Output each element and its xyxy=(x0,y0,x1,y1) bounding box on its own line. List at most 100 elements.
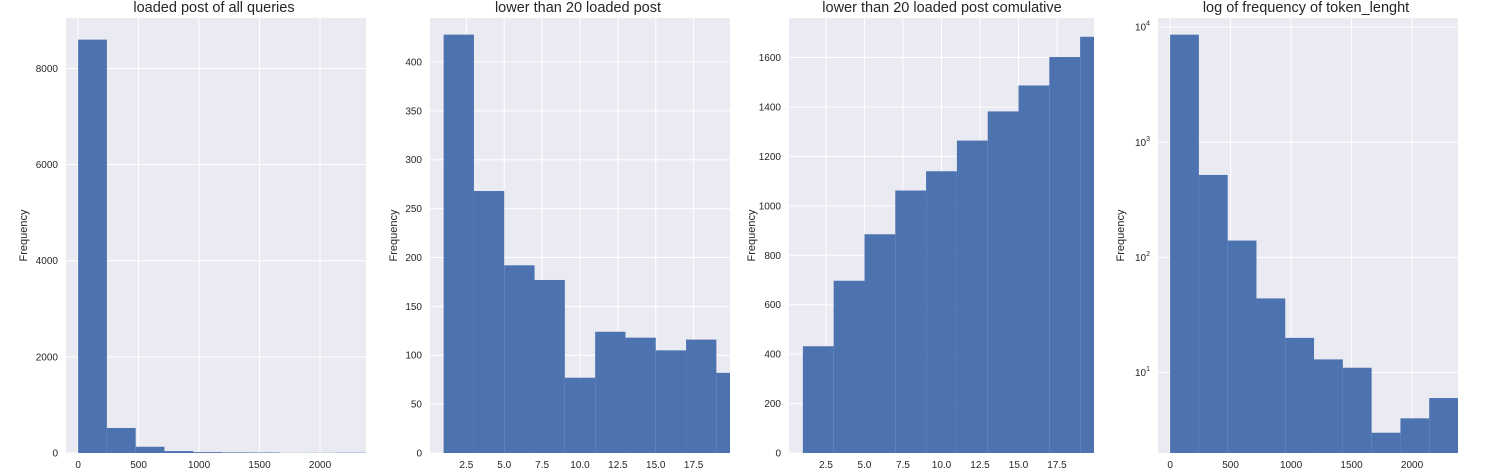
y-tick-label: 150 xyxy=(405,302,422,313)
y-tick-label: 1400 xyxy=(759,102,782,113)
chart-panel-1: 0 500 1000 1500 2000 0 2000 4000 6000 8000 loaded … xyxy=(18,0,366,471)
y-axis-label: Frequency xyxy=(18,209,30,261)
y-tick-label: 800 xyxy=(764,251,781,262)
x-tick-label: 7.5 xyxy=(896,460,910,471)
x-tick-label: 12.5 xyxy=(970,460,990,471)
histogram-bar xyxy=(1256,298,1286,453)
chart-panel-2: 2.5 5.0 7.5 10.0 12.5 15.0 17.5 0 50 100 150 200 250… xyxy=(388,0,730,471)
y-axis-label: Frequency xyxy=(388,209,400,261)
histogram-bar xyxy=(802,346,834,453)
chart-panel-3: 2.5 5.0 7.5 10.0 12.5 15.0 17.5 0 200 400 600 800 10… xyxy=(746,0,1094,471)
x-tick-label: 1500 xyxy=(1340,460,1363,471)
bars-group xyxy=(1170,34,1458,453)
histogram-bar xyxy=(1080,36,1094,453)
y-tick-label: 400 xyxy=(405,57,422,68)
y-tick-label: 4000 xyxy=(36,256,59,267)
bars-group xyxy=(78,39,366,453)
x-tick-label: 0 xyxy=(1167,460,1173,471)
y-axis-label: Frequency xyxy=(1115,209,1127,261)
histogram-bar xyxy=(534,279,565,453)
y-tick-label: 100 xyxy=(405,351,422,362)
y-tick-label: 300 xyxy=(405,155,422,166)
x-tick-label: 15.0 xyxy=(646,460,666,471)
x-tick-label: 12.5 xyxy=(608,460,628,471)
x-tick-label: 0 xyxy=(75,460,81,471)
histogram-bar xyxy=(895,190,927,453)
y-tick-label: 600 xyxy=(764,300,781,311)
histogram-bar xyxy=(1227,240,1257,453)
y-tick-label: 350 xyxy=(405,106,422,117)
x-tick-label: 7.5 xyxy=(535,460,549,471)
histogram-bar xyxy=(833,280,865,453)
histogram-bar xyxy=(1371,432,1401,453)
chart-title: lower than 20 loaded post xyxy=(495,0,661,16)
histogram-bar xyxy=(193,452,223,453)
bars-group xyxy=(802,36,1094,453)
histogram-bar xyxy=(1018,85,1050,453)
x-tick-label: 2000 xyxy=(309,460,332,471)
y-tick-label: 103 xyxy=(1135,136,1150,149)
histogram-bar xyxy=(504,265,535,453)
y-tick-label: 50 xyxy=(411,400,423,411)
y-tick-label: 0 xyxy=(52,449,58,460)
histogram-bar xyxy=(987,111,1019,453)
histogram-bar xyxy=(473,191,505,453)
histogram-bar xyxy=(956,140,988,453)
histogram-bar xyxy=(625,337,656,453)
x-tick-label: 2000 xyxy=(1401,460,1424,471)
histogram-bar xyxy=(222,452,251,453)
y-tick-label: 400 xyxy=(764,350,781,361)
chart-panel-4: 0 500 1000 1500 2000 101 102 103 104 log of frequ… xyxy=(1115,0,1458,471)
histogram-bar xyxy=(686,339,717,453)
y-tick-label: 200 xyxy=(764,399,781,410)
histogram-bar xyxy=(164,451,194,453)
histogram-bar xyxy=(716,372,730,453)
histogram-bar xyxy=(106,428,136,453)
y-tick-label: 102 xyxy=(1135,251,1150,264)
histogram-bar xyxy=(926,171,957,453)
bars-group xyxy=(443,34,730,453)
y-tick-label: 250 xyxy=(405,204,422,215)
y-tick-label: 0 xyxy=(775,449,781,460)
chart-title: loaded post of all queries xyxy=(133,0,294,16)
y-axis-label: Frequency xyxy=(746,209,758,261)
chart-title: log of frequency of token_lenght xyxy=(1203,0,1409,16)
histogram-bar xyxy=(864,234,896,453)
histogram-bar xyxy=(1285,337,1315,453)
histogram-bar xyxy=(1198,174,1228,453)
x-tick-label: 17.5 xyxy=(1047,460,1067,471)
histogram-bar xyxy=(78,39,107,453)
x-tick-label: 15.0 xyxy=(1009,460,1029,471)
x-tick-label: 10.0 xyxy=(932,460,952,471)
axes-background xyxy=(66,18,366,453)
histogram-bar xyxy=(595,331,626,453)
histogram-bar xyxy=(564,377,596,453)
histogram-bar xyxy=(1342,367,1372,453)
x-tick-label: 1000 xyxy=(1280,460,1303,471)
histogram-bar xyxy=(1314,359,1343,453)
y-tick-label: 6000 xyxy=(36,160,59,171)
chart-title: lower than 20 loaded post comulative xyxy=(822,0,1061,16)
y-tick-label: 1600 xyxy=(759,53,782,64)
y-tick-label: 101 xyxy=(1135,366,1150,379)
histogram-bar xyxy=(1400,418,1430,453)
histogram-bar xyxy=(443,34,474,453)
histogram-bar xyxy=(1049,57,1081,453)
x-tick-label: 2.5 xyxy=(819,460,833,471)
x-tick-label: 2.5 xyxy=(459,460,473,471)
y-tick-label: 104 xyxy=(1135,21,1150,34)
y-tick-label: 1000 xyxy=(759,201,782,212)
x-tick-label: 17.5 xyxy=(684,460,704,471)
x-tick-label: 500 xyxy=(130,460,147,471)
y-tick-label: 1200 xyxy=(759,152,782,163)
histogram-bar xyxy=(1429,398,1458,453)
y-tick-label: 8000 xyxy=(36,64,59,75)
x-tick-label: 5.0 xyxy=(858,460,872,471)
histogram-bar xyxy=(135,446,165,453)
histogram-bar xyxy=(655,350,687,453)
histogram-bar xyxy=(1170,34,1199,453)
x-tick-label: 1000 xyxy=(188,460,211,471)
y-tick-label: 200 xyxy=(405,253,422,264)
x-tick-label: 500 xyxy=(1222,460,1239,471)
